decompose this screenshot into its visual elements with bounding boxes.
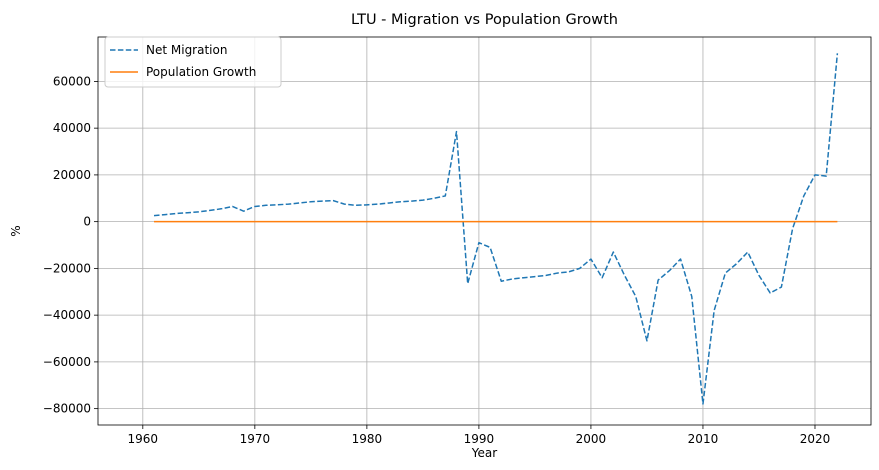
x-tick-label: 1980 — [352, 432, 383, 446]
x-tick-label: 1960 — [128, 432, 159, 446]
legend-label-population-growth: Population Growth — [146, 65, 256, 79]
legend-box — [104, 36, 282, 88]
x-axis-title: Year — [471, 446, 497, 460]
plot-area — [98, 37, 871, 425]
y-tick-label: −80000 — [43, 402, 91, 416]
plot-frame — [97, 36, 872, 426]
x-tick-label: 1990 — [464, 432, 495, 446]
axis-ticks: 1960 1970 1980 1990 2000 2010 2020 −80000 −60000… — [43, 74, 830, 446]
y-tick-label: −40000 — [43, 308, 91, 322]
y-tick-label: 60000 — [53, 74, 91, 88]
y-axis-title: % — [9, 225, 23, 236]
x-tick-label: 2020 — [800, 432, 831, 446]
x-tick-label: 1970 — [240, 432, 271, 446]
series-layer — [153, 53, 839, 405]
x-tick-label: 2000 — [576, 432, 607, 446]
y-tick-label: −60000 — [43, 355, 91, 369]
x-tick-label: 2010 — [688, 432, 719, 446]
y-tick-label: 20000 — [53, 168, 91, 182]
chart-title: LTU - Migration vs Population Growth — [351, 12, 618, 28]
y-tick-label: 40000 — [53, 121, 91, 135]
y-tick-label: −20000 — [43, 261, 91, 275]
y-tick-label: 0 — [83, 215, 91, 229]
gridlines — [98, 37, 871, 425]
series-line-net-migration — [153, 53, 839, 405]
legend: Net Migration Population Growth — [104, 36, 282, 88]
legend-label-net-migration: Net Migration — [146, 43, 227, 57]
